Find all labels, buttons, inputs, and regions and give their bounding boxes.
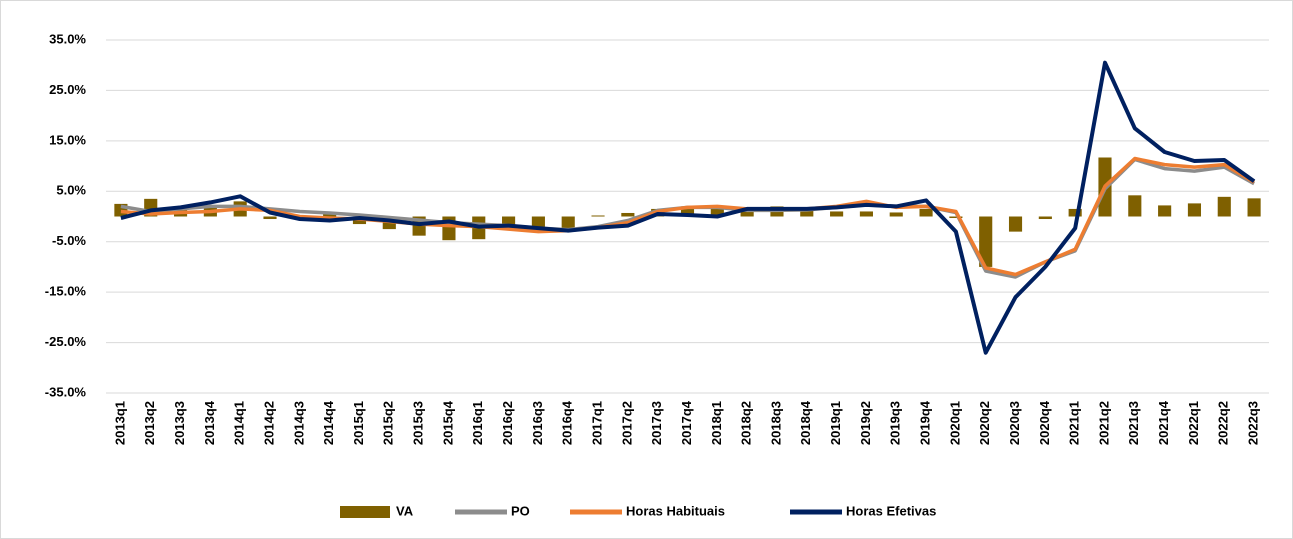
- x-tick-label: 2016q1: [470, 401, 485, 445]
- x-tick-label: 2021q4: [1156, 400, 1171, 445]
- bar: [1247, 198, 1261, 217]
- y-tick-label: -35.0%: [45, 384, 87, 399]
- bar: [830, 211, 844, 217]
- x-tick-label: 2013q4: [202, 400, 217, 445]
- x-tick-label: 2017q1: [589, 401, 604, 445]
- bar: [1128, 195, 1142, 217]
- legend-label: PO: [511, 503, 530, 518]
- legend-label: Horas Efetivas: [846, 503, 936, 518]
- x-tick-label: 2013q2: [142, 401, 157, 445]
- x-tick-label: 2021q3: [1126, 401, 1141, 445]
- x-tick-label: 2019q2: [858, 401, 873, 445]
- x-tick-label: 2022q1: [1186, 401, 1201, 445]
- y-tick-label: 25.0%: [49, 82, 86, 97]
- x-tick-label: 2016q4: [560, 400, 575, 445]
- legend-label: Horas Habituais: [626, 503, 725, 518]
- bar: [710, 208, 724, 217]
- legend-swatch: [340, 506, 390, 518]
- bar: [263, 216, 277, 220]
- x-tick-label: 2016q3: [530, 401, 545, 445]
- y-tick-label: 35.0%: [49, 31, 86, 46]
- x-tick-label: 2016q2: [500, 401, 515, 445]
- y-tick-label: -5.0%: [52, 233, 86, 248]
- x-tick-label: 2021q2: [1096, 401, 1111, 445]
- y-tick-label: -25.0%: [45, 334, 87, 349]
- x-tick-label: 2014q2: [261, 401, 276, 445]
- x-tick-label: 2014q1: [232, 401, 247, 445]
- x-tick-label: 2018q1: [709, 401, 724, 445]
- x-tick-label: 2015q1: [351, 401, 366, 445]
- legend-label: VA: [396, 503, 414, 518]
- x-tick-label: 2014q3: [291, 401, 306, 445]
- bar: [1187, 203, 1202, 217]
- x-tick-label: 2015q2: [381, 401, 396, 445]
- x-tick-label: 2022q2: [1216, 401, 1231, 445]
- line: [120, 60, 1256, 355]
- bar: [889, 212, 903, 217]
- x-tick-label: 2013q1: [112, 401, 127, 445]
- y-tick-label: 15.0%: [49, 132, 86, 147]
- x-tick-label: 2017q3: [649, 401, 664, 445]
- x-tick-label: 2019q3: [888, 401, 903, 445]
- x-tick-label: 2020q1: [947, 401, 962, 445]
- bar: [740, 211, 754, 217]
- bar: [561, 216, 575, 230]
- x-tick-label: 2022q3: [1246, 401, 1261, 445]
- x-tick-label: 2018q3: [768, 401, 783, 445]
- x-tick-label: 2017q2: [619, 401, 634, 445]
- bar: [680, 206, 695, 217]
- bar: [919, 208, 933, 217]
- bar: [859, 211, 873, 217]
- bar: [323, 213, 337, 217]
- x-tick-label: 2020q2: [977, 401, 992, 445]
- line: [120, 156, 1255, 277]
- bar: [591, 215, 605, 217]
- x-tick-label: 2013q3: [172, 401, 187, 445]
- y-tick-label: 5.0%: [56, 183, 86, 198]
- bar: [1008, 216, 1023, 232]
- x-tick-label: 2017q4: [679, 400, 694, 445]
- x-tick-label: 2019q4: [918, 400, 933, 445]
- bar: [1068, 208, 1082, 217]
- x-tick-label: 2021q1: [1067, 401, 1082, 445]
- x-tick-label: 2020q4: [1037, 400, 1052, 445]
- bar: [621, 212, 635, 217]
- x-tick-label: 2014q4: [321, 400, 336, 445]
- bar: [1217, 196, 1231, 217]
- bar: [1038, 216, 1052, 220]
- x-tick-label: 2019q1: [828, 401, 843, 445]
- x-tick-label: 2018q2: [739, 401, 754, 445]
- bar: [1158, 205, 1172, 217]
- bar: [949, 216, 963, 219]
- x-tick-label: 2015q4: [440, 400, 455, 445]
- bar: [800, 210, 814, 217]
- bar: [979, 216, 993, 267]
- x-tick-label: 2015q3: [411, 401, 426, 445]
- x-tick-label: 2018q4: [798, 400, 813, 445]
- x-tick-label: 2020q3: [1007, 401, 1022, 445]
- y-tick-label: -15.0%: [45, 284, 87, 299]
